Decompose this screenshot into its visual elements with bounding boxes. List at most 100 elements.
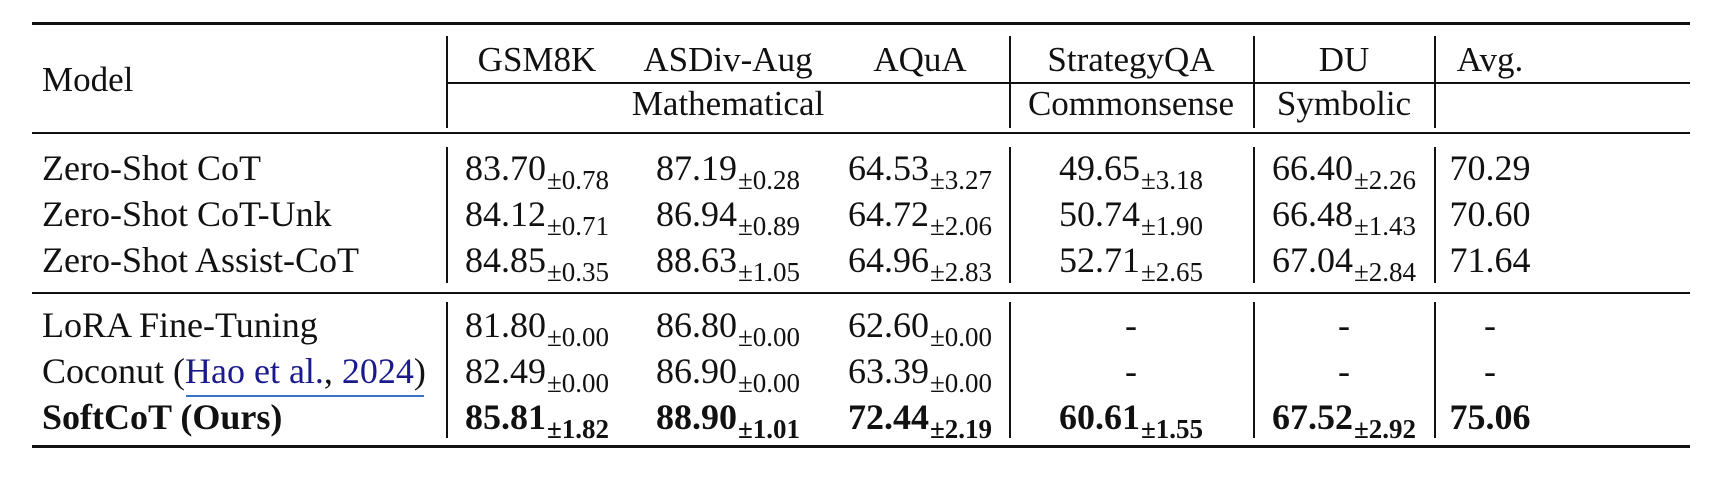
cell-std: ±2.65 (1140, 257, 1204, 287)
cell-std: ±2.84 (1353, 257, 1417, 287)
cell-std: ±1.05 (737, 257, 801, 287)
cell-std: ±0.00 (929, 368, 993, 398)
table-cell-du: 67.52±2.92 (1271, 397, 1416, 444)
cell-std: ±0.78 (546, 165, 610, 195)
cell-value: - (1484, 305, 1496, 345)
col-sep-model-b1 (446, 147, 448, 283)
table-cell-gsm8k: 81.80±0.00 (464, 305, 609, 352)
cell-value: 86.80 (655, 305, 737, 345)
col-header-strategyqa: StrategyQA (1047, 40, 1215, 79)
col-sep-sym-b2 (1434, 302, 1436, 438)
citation-link: Hao et al. (184, 351, 324, 391)
cell-value: 64.96 (847, 240, 929, 280)
model-name: Zero-Shot CoT-Unk (42, 194, 332, 234)
group-commonsense: Commonsense (1027, 84, 1235, 123)
group-symbolic: Symbolic (1276, 84, 1412, 123)
subgroup-rule (448, 82, 1690, 84)
cell-value: 83.70 (464, 148, 546, 188)
col-sep-sym (1434, 36, 1436, 128)
cell-value: 52.71 (1058, 240, 1140, 280)
citation-separator: , (323, 351, 342, 391)
table-cell-gsm8k: 84.85±0.35 (465, 240, 609, 287)
cell-std: ±0.00 (546, 322, 610, 352)
col-header-asdiv-aug: ASDiv-Aug (643, 40, 813, 79)
table-cell-gsm8k: 84.12±0.71 (464, 194, 609, 241)
col-sep-common-b1 (1253, 147, 1255, 283)
cell-std: ±1.43 (1353, 211, 1417, 241)
table-cell-asdiv-aug: 88.90±1.01 (656, 397, 800, 444)
cell-std: ±0.28 (737, 165, 801, 195)
table-cell-aqua: 64.96±2.83 (847, 240, 992, 287)
cell-value: 67.04 (1271, 240, 1353, 280)
col-sep-model-b2 (446, 302, 448, 438)
col-sep-sym-b1 (1434, 147, 1436, 283)
table-cell-asdiv-aug: 86.90±0.00 (656, 351, 800, 398)
cell-value: 81.80 (464, 305, 546, 345)
model-name: Coconut (Hao et al., 2024) (42, 351, 426, 391)
model-header: Model (42, 60, 134, 99)
citation-close: ) (413, 351, 426, 391)
cell-std: ±0.00 (546, 368, 610, 398)
cell-value: 63.39 (847, 351, 929, 391)
citation-underline (186, 395, 424, 397)
table-cell-avg: 75.06 (1450, 397, 1531, 437)
table-cell-du: 67.04±2.84 (1271, 240, 1416, 287)
cell-std: ±2.06 (929, 211, 993, 241)
cell-std: ±1.82 (546, 414, 610, 444)
col-sep-math-b2 (1009, 302, 1011, 438)
cell-value: - (1484, 351, 1496, 391)
citation-year: 2024 (341, 351, 414, 391)
table-cell-gsm8k: 85.81±1.82 (465, 397, 609, 444)
cell-value: - (1125, 305, 1137, 345)
cell-value: 66.40 (1271, 148, 1353, 188)
table-cell-asdiv-aug: 86.80±0.00 (655, 305, 800, 352)
table-cell-strategyqa: 52.71±2.65 (1058, 240, 1203, 287)
group-rule (32, 292, 1690, 294)
table-cell-du: - (1338, 351, 1350, 391)
cell-value: 60.61 (1058, 397, 1140, 437)
table-cell-du: - (1338, 305, 1350, 345)
cell-value: 88.63 (655, 240, 737, 280)
cell-std: ±2.19 (929, 414, 993, 444)
cell-value: 67.52 (1271, 397, 1353, 437)
table-cell-avg: 70.29 (1450, 148, 1531, 188)
table-cell-strategyqa: - (1125, 351, 1137, 391)
cell-value: 70.60 (1449, 194, 1531, 234)
cell-value: 70.29 (1449, 148, 1531, 188)
col-sep-common-b2 (1253, 302, 1255, 438)
table-cell-du: 66.40±2.26 (1271, 148, 1416, 195)
table-cell-avg: 70.60 (1450, 194, 1531, 234)
cell-value: 84.12 (464, 194, 546, 234)
model-name: Zero-Shot Assist-CoT (42, 240, 360, 280)
cell-std: ±0.71 (546, 211, 610, 241)
cell-std: ±1.55 (1140, 414, 1204, 444)
cell-value: - (1125, 351, 1137, 391)
table-cell-avg: - (1484, 351, 1496, 391)
cell-std: ±3.27 (929, 165, 993, 195)
cell-std: ±1.90 (1140, 211, 1204, 241)
table-cell-strategyqa: 49.65±3.18 (1059, 148, 1203, 195)
cell-value: 50.74 (1058, 194, 1140, 234)
table-cell-avg: - (1484, 305, 1496, 345)
cell-std: ±0.89 (737, 211, 801, 241)
table-cell-aqua: 72.44±2.19 (847, 397, 992, 444)
col-sep-math (1009, 36, 1011, 128)
table-cell-gsm8k: 82.49±0.00 (465, 351, 609, 398)
table-cell-du: 66.48±1.43 (1272, 194, 1416, 241)
table-cell-strategyqa: 50.74±1.90 (1058, 194, 1203, 241)
cell-value: 71.64 (1449, 240, 1531, 280)
col-sep-model (446, 36, 448, 128)
cell-value: - (1338, 351, 1350, 391)
header-rule (32, 132, 1690, 134)
table-cell-aqua: 64.72±2.06 (847, 194, 992, 241)
cell-std: ±0.35 (546, 257, 610, 287)
cell-std: ±0.00 (929, 322, 993, 352)
table-cell-avg: 71.64 (1450, 240, 1531, 280)
cell-value: 87.19 (655, 148, 737, 188)
table-cell-asdiv-aug: 87.19±0.28 (655, 148, 800, 195)
cell-value: 64.72 (847, 194, 929, 234)
cell-value: 72.44 (847, 397, 929, 437)
col-sep-math-b1 (1009, 147, 1011, 283)
bottom-rule (32, 445, 1690, 448)
table-cell-aqua: 63.39±0.00 (847, 351, 992, 398)
